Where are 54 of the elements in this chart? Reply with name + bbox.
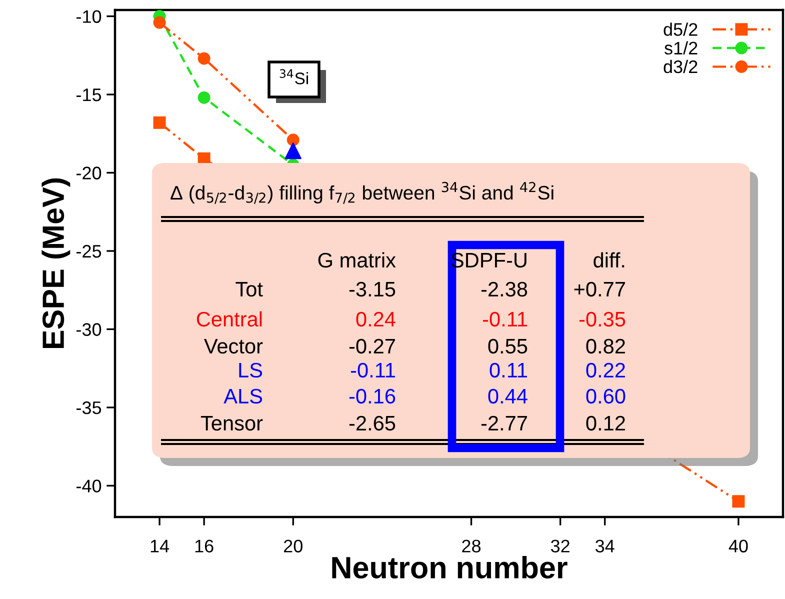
- annotation: Tensor: [200, 416, 263, 431]
- annotation: 0.55: [488, 338, 528, 354]
- annotation: 0.44: [488, 388, 528, 404]
- legend-label: d3/2: [664, 60, 698, 74]
- y-tick-label: -35: [76, 401, 102, 414]
- annotation: -0.35: [579, 312, 626, 327]
- y-tick-label: -20: [76, 166, 102, 180]
- point: [198, 52, 210, 65]
- annotation: 0.82: [586, 338, 625, 354]
- annotation: -0.11: [350, 362, 395, 378]
- y-tick-label: -30: [76, 323, 102, 336]
- x-tick-label: 40: [728, 540, 748, 552]
- y-tick-label: -40: [76, 480, 102, 492]
- annotation: Central: [196, 311, 262, 327]
- annotation: -2.65: [349, 416, 396, 431]
- annotation: ALS: [224, 388, 262, 404]
- point: [732, 495, 745, 508]
- legend-label: d5/2: [664, 22, 698, 36]
- x-tick-label: 14: [150, 540, 170, 552]
- annotation: -2.77: [481, 416, 527, 430]
- x-axis-title: Neutron number: [332, 556, 568, 578]
- x-tick-label: 28: [462, 540, 481, 552]
- point: [284, 142, 302, 160]
- annotation: diff.: [594, 252, 624, 268]
- annotation: Tot: [236, 282, 263, 297]
- annotation: -0.27: [349, 338, 395, 354]
- y-tick-label: -15: [76, 88, 102, 102]
- y-axis-title: ESPE (MeV): [42, 178, 70, 348]
- y-tick-label: -25: [76, 244, 102, 258]
- annotation: LS: [239, 362, 262, 378]
- annotation: 0.11: [490, 362, 527, 378]
- annotation: -2.38: [481, 282, 528, 297]
- y-tick-label: -10: [76, 10, 102, 23]
- x-tick-label: 32: [550, 540, 570, 552]
- point: [198, 91, 210, 104]
- point: [153, 116, 166, 129]
- annotation: 0.24: [356, 312, 396, 327]
- x-tick-label: 34: [596, 540, 614, 552]
- annotation: G matrix: [318, 252, 396, 268]
- annotation: 0.60: [586, 388, 626, 404]
- x-tick-label: 16: [195, 540, 214, 552]
- text: Δ (d$_{5/2}$-d$_{3/2}$) filling f$_{7/2}$ between $^{34}$Si and $^{42}$Si: [170, 182, 554, 204]
- x-tick-label: 20: [284, 540, 302, 552]
- annotation: 0.22: [586, 362, 625, 378]
- point: [153, 16, 166, 29]
- annotation: 0.12: [586, 416, 625, 431]
- point: [286, 134, 300, 146]
- annotation: Vector: [204, 339, 263, 354]
- annotation: +0.77: [574, 282, 625, 297]
- annotation: -0.11: [482, 312, 527, 327]
- annotation: -3.15: [349, 282, 396, 297]
- legend-label: s1/2: [664, 41, 698, 55]
- annotation: $^{34}$Si: [280, 69, 308, 84]
- annotation: -0.16: [349, 388, 396, 404]
